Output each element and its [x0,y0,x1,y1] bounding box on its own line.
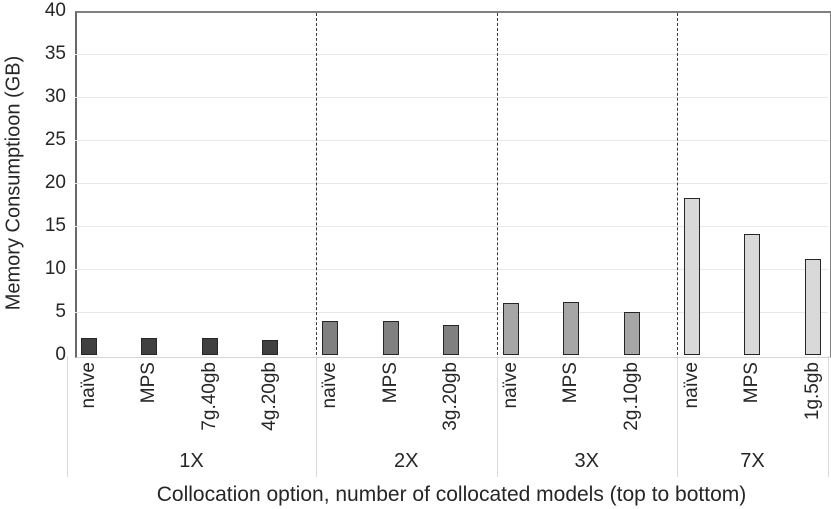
y-tick-label-30: 30 [44,86,66,107]
category-divider-4 [828,356,829,477]
x-tick-label-1X-7g.40gb: 7g.40gb [198,362,220,431]
y-tick-label-25: 25 [44,129,66,150]
x-tick-label-3X-naïve: naïve [500,362,522,409]
gridline-5 [75,312,828,313]
bar-1X-7g.40gb [201,337,218,355]
group-label-2X: 2X [394,450,419,472]
x-axis-title: Collocation option, number of collocated… [156,483,747,506]
x-tick-label-1X-naïve: naïve [78,362,99,409]
bar-2X-naïve [322,320,339,355]
gridline-35 [75,54,828,55]
x-tick-label-1X-4g.20gb: 4g.20gb [258,362,280,431]
x-tick-label-2X-MPS: MPS [379,362,401,404]
group-separator-2 [496,13,498,355]
gridline-25 [75,140,828,141]
category-divider-1 [316,356,317,477]
y-tick-label-10: 10 [44,258,66,279]
x-tick-label-3X-MPS: MPS [560,362,582,404]
group-separator-3 [677,13,678,355]
bar-2X-MPS [382,320,399,355]
gridline-10 [75,269,828,270]
x-tick-label-1X-MPS: MPS [138,362,160,404]
y-tick-label-40: 40 [44,0,66,21]
category-divider-2 [496,356,498,477]
y-tick-label-35: 35 [44,43,66,64]
y-tick-label-20: 20 [44,172,66,193]
bar-7X-MPS [744,233,761,355]
bar-1X-MPS [141,337,158,355]
bar-1X-4g.20gb [261,339,278,355]
category-divider-0 [67,356,68,477]
x-tick-label-3X-2g.10gb: 2g.10gb [620,362,642,431]
y-tick-label-5: 5 [55,301,66,322]
x-tick-label-7X-MPS: MPS [741,362,763,404]
bar-3X-MPS [563,301,580,355]
x-tick-label-7X-1g.5gb: 1g.5gb [801,362,823,421]
bar-3X-2g.10gb [623,312,640,355]
gridline-15 [75,226,828,227]
group-label-1X: 1X [179,450,204,472]
bar-3X-naïve [503,303,520,355]
group-label-3X: 3X [574,450,599,472]
x-tick-label-2X-3g.20gb: 3g.20gb [439,362,461,431]
group-separator-1 [316,13,317,355]
bar-7X-naïve [684,197,700,355]
y-tick-label-15: 15 [44,215,66,236]
y-tick-label-0: 0 [55,344,66,365]
x-tick-label-7X-naïve: naïve [681,362,702,409]
group-label-7X: 7X [740,450,765,472]
gridline-20 [75,183,828,184]
bar-2X-3g.20gb [442,324,459,355]
bar-7X-1g.5gb [804,258,821,355]
gridline-30 [75,97,828,98]
bar-1X-naïve [81,337,97,355]
x-tick-label-2X-naïve: naïve [319,362,341,409]
category-divider-3 [677,356,678,477]
plot-area [75,11,831,358]
